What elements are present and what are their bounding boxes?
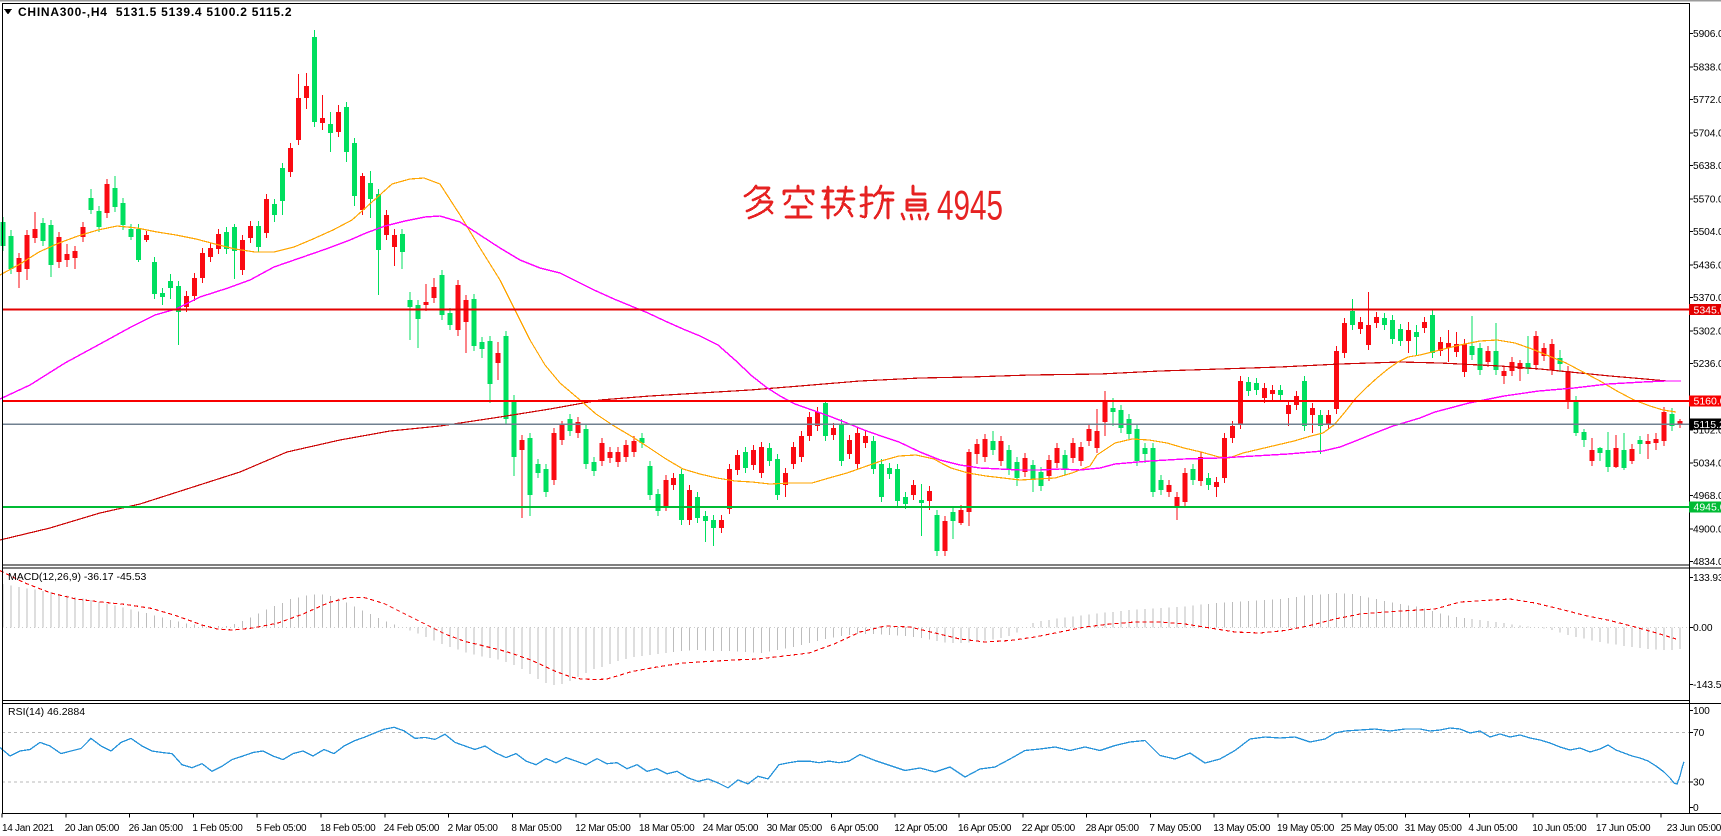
svg-text:1 Feb 05:00: 1 Feb 05:00 <box>192 823 243 834</box>
svg-text:5160.0: 5160.0 <box>1694 396 1721 408</box>
svg-text:4834.0: 4834.0 <box>1693 557 1721 568</box>
svg-text:30 Mar 05:00: 30 Mar 05:00 <box>767 823 823 834</box>
svg-text:5772.0: 5772.0 <box>1693 95 1721 106</box>
svg-text:24 Mar 05:00: 24 Mar 05:00 <box>703 823 759 834</box>
svg-text:5704.0: 5704.0 <box>1693 129 1721 140</box>
svg-text:5638.0: 5638.0 <box>1693 161 1721 172</box>
svg-text:0.00: 0.00 <box>1693 623 1713 634</box>
svg-text:17 Jun 05:00: 17 Jun 05:00 <box>1596 823 1651 834</box>
svg-text:5838.0: 5838.0 <box>1693 63 1721 74</box>
svg-text:19 May 05:00: 19 May 05:00 <box>1277 823 1335 834</box>
svg-text:7 May 05:00: 7 May 05:00 <box>1149 823 1201 834</box>
svg-text:-143.53: -143.53 <box>1693 680 1721 691</box>
svg-text:5115.2: 5115.2 <box>1694 419 1721 431</box>
svg-text:5570.0: 5570.0 <box>1693 195 1721 206</box>
svg-text:10 Jun 05:00: 10 Jun 05:00 <box>1532 823 1587 834</box>
svg-text:23 Jun 05:00: 23 Jun 05:00 <box>1667 823 1721 834</box>
svg-text:5102.0: 5102.0 <box>1693 425 1721 436</box>
svg-text:4968.0: 4968.0 <box>1693 491 1721 502</box>
svg-text:4900.0: 4900.0 <box>1693 525 1721 536</box>
svg-text:4945: 4945 <box>937 182 1003 229</box>
svg-text:RSI(14) 46.2884: RSI(14) 46.2884 <box>8 706 85 718</box>
svg-text:4 Jun 05:00: 4 Jun 05:00 <box>1468 823 1518 834</box>
svg-text:5436.0: 5436.0 <box>1693 261 1721 272</box>
svg-text:22 Apr 05:00: 22 Apr 05:00 <box>1022 823 1076 834</box>
svg-text:28 Apr 05:00: 28 Apr 05:00 <box>1086 823 1140 834</box>
svg-text:100: 100 <box>1693 706 1710 717</box>
svg-text:5345.0: 5345.0 <box>1694 304 1721 316</box>
svg-text:30: 30 <box>1693 778 1705 789</box>
svg-text:18 Mar 05:00: 18 Mar 05:00 <box>639 823 695 834</box>
svg-text:5504.0: 5504.0 <box>1693 227 1721 238</box>
svg-text:14 Jan 2021: 14 Jan 2021 <box>2 823 54 834</box>
svg-text:26 Jan 05:00: 26 Jan 05:00 <box>129 823 184 834</box>
svg-text:0: 0 <box>1693 803 1699 814</box>
svg-text:70: 70 <box>1693 728 1705 739</box>
svg-text:6 Apr 05:00: 6 Apr 05:00 <box>830 823 879 834</box>
svg-text:5370.0: 5370.0 <box>1693 293 1721 304</box>
svg-text:24 Feb 05:00: 24 Feb 05:00 <box>384 823 440 834</box>
svg-text:31 May 05:00: 31 May 05:00 <box>1405 823 1463 834</box>
svg-text:5 Feb 05:00: 5 Feb 05:00 <box>256 823 307 834</box>
svg-text:5034.0: 5034.0 <box>1693 459 1721 470</box>
svg-text:12 Mar 05:00: 12 Mar 05:00 <box>575 823 631 834</box>
svg-text:5302.0: 5302.0 <box>1693 327 1721 338</box>
svg-text:18 Feb 05:00: 18 Feb 05:00 <box>320 823 376 834</box>
svg-text:CHINA300-,H4 5131.5 5139.4 51: CHINA300-,H4 5131.5 5139.4 5100.2 5115.2 <box>18 5 292 19</box>
svg-text:20 Jan 05:00: 20 Jan 05:00 <box>65 823 120 834</box>
svg-text:133.93: 133.93 <box>1693 573 1721 584</box>
svg-text:2 Mar 05:00: 2 Mar 05:00 <box>448 823 499 834</box>
svg-text:16 Apr 05:00: 16 Apr 05:00 <box>958 823 1012 834</box>
svg-text:13 May 05:00: 13 May 05:00 <box>1213 823 1271 834</box>
svg-text:4945.0: 4945.0 <box>1694 502 1721 514</box>
svg-text:12 Apr 05:00: 12 Apr 05:00 <box>894 823 948 834</box>
svg-text:5906.0: 5906.0 <box>1693 29 1721 40</box>
svg-text:MACD(12,26,9) -36.17 -45.53: MACD(12,26,9) -36.17 -45.53 <box>8 571 146 583</box>
svg-text:25 May 05:00: 25 May 05:00 <box>1341 823 1399 834</box>
svg-text:8 Mar 05:00: 8 Mar 05:00 <box>511 823 562 834</box>
svg-text:5236.0: 5236.0 <box>1693 359 1721 370</box>
